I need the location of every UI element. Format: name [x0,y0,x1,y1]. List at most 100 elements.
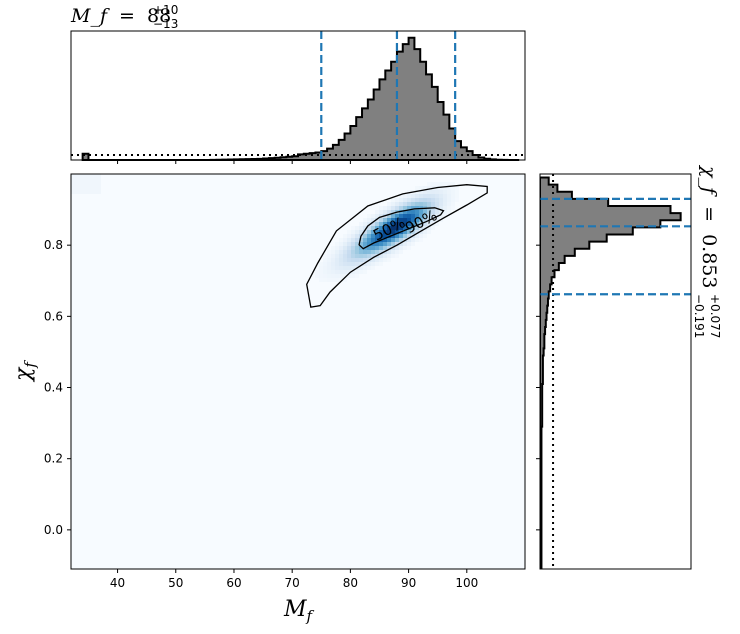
heatmap-cell [439,182,443,186]
heatmap-cell [435,194,439,198]
heatmap-cell [379,226,383,230]
heatmap-cell [367,254,371,258]
heatmap-cell [427,226,431,230]
heatmap-cell [435,198,439,202]
heatmap-cell [339,258,343,262]
heatmap-cell [403,222,407,226]
heatmap-cell [399,206,403,210]
heatmap-cell [379,246,383,250]
heatmap-cell [343,278,347,282]
heatmap-cell [419,198,423,202]
heatmap-cell [339,254,343,258]
heatmap-cell [451,202,455,206]
heatmap-cell [387,250,391,254]
svg-text:M_f = 88: M_f = 88 [70,5,171,27]
heatmap-cell [375,246,379,250]
x-tick-label: 100 [455,576,478,590]
heatmap-cell [419,214,423,218]
heatmap-cell [435,218,439,222]
heatmap-cell [351,238,355,242]
heatmap-cell [427,214,431,218]
heatmap-cell [399,234,403,238]
heatmap-cell [455,198,459,202]
heatmap-cell [407,238,411,242]
heatmap-cell [359,226,363,230]
heatmap-cell [407,202,411,206]
heatmap-cell [423,226,427,230]
heatmap-cell [379,210,383,214]
y-tick-label: 0.4 [44,381,63,395]
heatmap-cell [423,230,427,234]
contour-50pct [358,207,445,250]
heatmap-cell [323,278,327,282]
heatmap-cell [367,214,371,218]
heatmap-cell [387,242,391,246]
heatmap-cell [403,198,407,202]
heatmap-cell [355,270,359,274]
heatmap-cell [395,230,399,234]
heatmap-cell [359,230,363,234]
heatmap-cell [387,246,391,250]
heatmap-cell [327,274,331,278]
heatmap-cell [339,262,343,266]
heatmap-cell [443,202,447,206]
heatmap-cell [343,266,347,270]
heatmap-cell [383,206,387,210]
heatmap-cell [439,210,443,214]
heatmap-cell [375,214,379,218]
heatmap-cell [335,270,339,274]
heatmap-cell [399,242,403,246]
heatmap-cell [331,262,335,266]
heatmap-cell [411,222,415,226]
heatmap-cell [451,182,455,186]
heatmap-cell [391,230,395,234]
heatmap-cell [331,266,335,270]
heatmap-cell [447,198,451,202]
heatmap-cell [347,230,351,234]
heatmap-cell [379,254,383,258]
heatmap-cell [435,210,439,214]
heatmap-cell [375,234,379,238]
heatmap-cell [375,222,379,226]
heatmap-cell [355,238,359,242]
heatmap-cell [451,190,455,194]
heatmap-cell [335,254,339,258]
heatmap-cell [351,254,355,258]
heatmap-cell [423,218,427,222]
heatmap-cell [451,186,455,190]
heatmap-cell [367,246,371,250]
heatmap-cell [355,246,359,250]
heatmap-cell [359,270,363,274]
heatmap-cell [395,234,399,238]
heatmap-cell [451,198,455,202]
heatmap-cell [335,242,339,246]
heatmap-cell [411,226,415,230]
heatmap-cell [319,262,323,266]
heatmap-cell [359,262,363,266]
heatmap-cell [355,274,359,278]
heatmap-cell [319,274,323,278]
heatmap-cell [363,250,367,254]
heatmap-cell [443,194,447,198]
heatmap-cell [367,266,371,270]
heatmap-cell [323,274,327,278]
heatmap-cell [367,222,371,226]
heatmap-cell [431,190,435,194]
heatmap-cell [383,230,387,234]
heatmap-cell [339,266,343,270]
heatmap-cell [371,250,375,254]
heatmap-cell [431,218,435,222]
heatmap-cell [383,218,387,222]
heatmap-cell [379,214,383,218]
x-axis-label: Mf [283,597,315,625]
heatmap-cell [383,210,387,214]
heatmap-cell [395,198,399,202]
heatmap-cell [315,270,319,274]
top-title-symbol: M_f [70,5,110,27]
heatmap-cell [443,210,447,214]
heatmap-cell [339,238,343,242]
heatmap-cell [427,182,431,186]
heatmap-cell [427,202,431,206]
heatmap-cell [375,262,379,266]
